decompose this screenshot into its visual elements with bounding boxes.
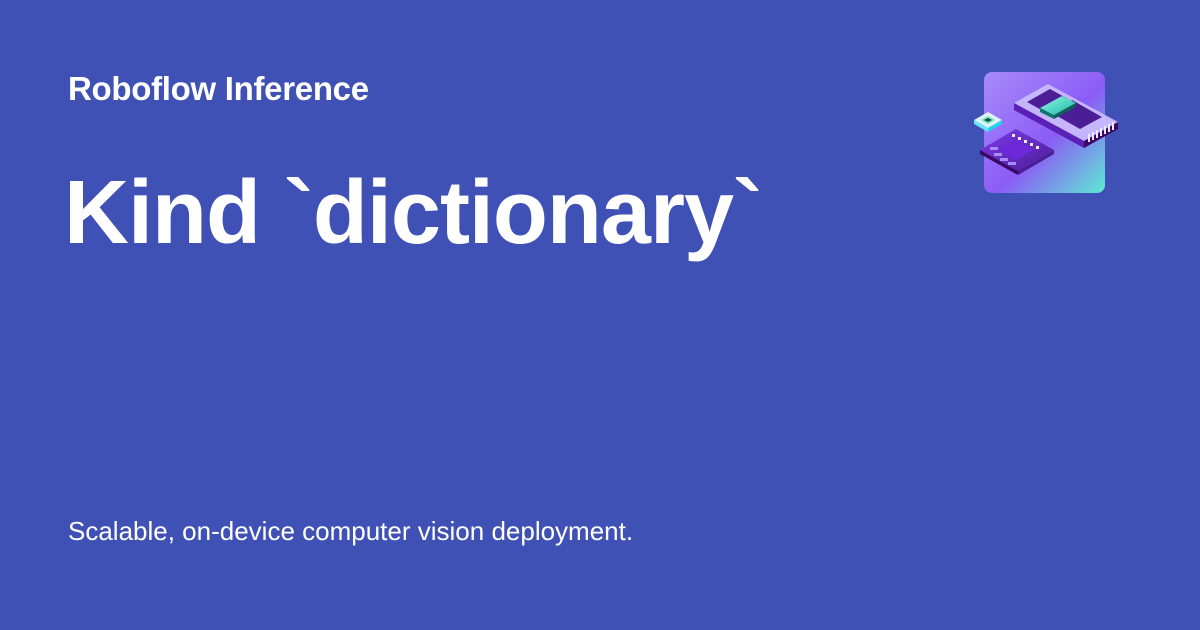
site-name: Roboflow Inference	[68, 70, 369, 107]
inference-logo-icon	[974, 72, 1118, 193]
page-title: Kind `dictionary`	[64, 163, 763, 263]
tagline: Scalable, on-device computer vision depl…	[68, 516, 634, 546]
